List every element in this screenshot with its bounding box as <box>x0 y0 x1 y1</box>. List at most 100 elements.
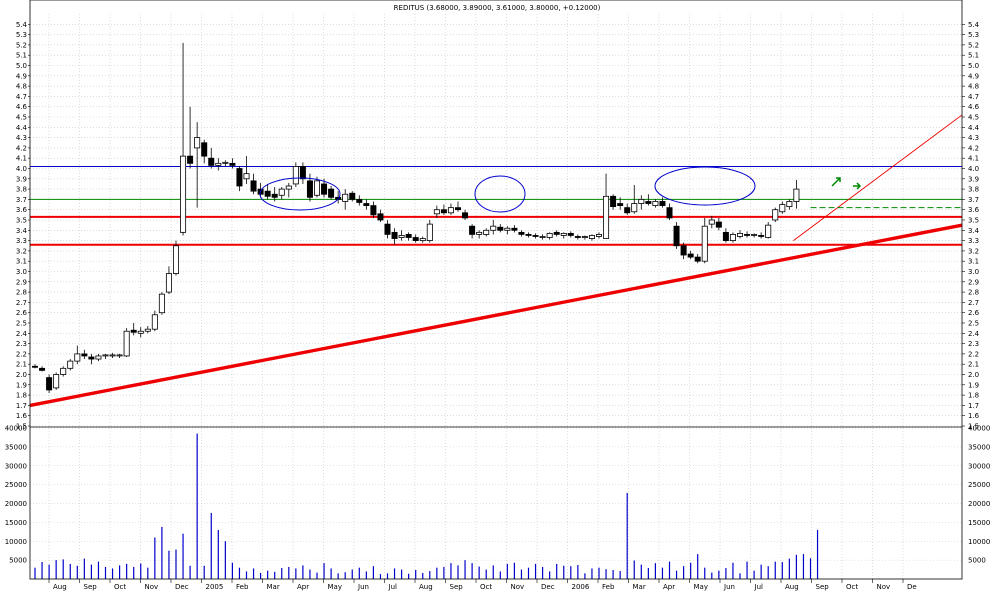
price-tick-label: 2.4 <box>16 330 28 338</box>
price-tick-label: 3.2 <box>16 247 27 255</box>
price-tick-label: 1.6 <box>968 412 980 420</box>
price-tick-label: 2.0 <box>16 371 27 379</box>
candle-body <box>624 207 631 214</box>
price-tick-label: 2.4 <box>968 330 980 338</box>
candle-body <box>215 162 222 166</box>
volume-bars <box>34 433 819 579</box>
right-arrow-icon <box>853 182 862 190</box>
price-tick-label: 2.6 <box>968 309 980 317</box>
steep-uptrend-line <box>793 114 963 241</box>
price-tick-label: 5.1 <box>968 52 979 60</box>
candle-body <box>758 235 765 237</box>
candle-body <box>377 213 384 221</box>
price-tick-label: 3.7 <box>968 196 979 204</box>
candle-body <box>751 234 758 236</box>
candle-body <box>638 198 645 204</box>
price-tick-label: 3.5 <box>968 217 979 225</box>
candle-body <box>229 162 236 166</box>
price-tick-label: 5.0 <box>968 62 979 70</box>
candle-body <box>81 353 88 357</box>
price-tick-label: 5.3 <box>968 31 979 39</box>
candle-body <box>631 203 638 213</box>
volume-tick-label: 25000 <box>968 481 990 489</box>
candle-body <box>476 231 483 235</box>
candle-body <box>306 180 313 198</box>
volume-tick-label: 20000 <box>5 500 27 508</box>
candle-body <box>222 161 229 164</box>
date-tick-label: Sep <box>450 583 464 591</box>
candle-body <box>243 173 250 180</box>
candle-body <box>278 188 285 196</box>
volume-tick-label: 5000 <box>9 557 27 565</box>
price-tick-label: 4.3 <box>968 134 979 142</box>
candle-body <box>39 367 46 371</box>
price-tick-label: 4.8 <box>968 83 979 91</box>
candle-body <box>144 328 151 332</box>
price-tick-label: 1.7 <box>968 402 979 410</box>
price-tick-label: 1.8 <box>16 392 27 400</box>
price-tick-label: 2.2 <box>16 350 27 358</box>
candle-body <box>560 232 567 236</box>
candle-body <box>546 232 553 238</box>
price-tick-label: 5.2 <box>16 41 27 49</box>
price-tick-label: 2.7 <box>16 299 27 307</box>
price-tick-label: 2.2 <box>968 350 979 358</box>
candle-body <box>793 188 800 202</box>
plot-border <box>29 0 963 580</box>
candle-body <box>328 188 335 198</box>
candle-body <box>532 235 539 237</box>
price-tick-label: 1.6 <box>16 412 28 420</box>
candle-body <box>342 193 349 202</box>
candle-body <box>130 329 137 333</box>
candle-body <box>405 234 412 238</box>
candle-body <box>610 195 617 208</box>
date-tick-label: Jul <box>388 583 398 591</box>
candle-body <box>518 231 525 235</box>
candle-body <box>271 193 278 198</box>
price-tick-label: 5.1 <box>16 52 27 60</box>
candle-body <box>617 203 624 206</box>
price-tick-label: 5.0 <box>16 62 27 70</box>
price-tick-label: 3.2 <box>968 247 979 255</box>
candle-body <box>264 190 271 197</box>
candle-body <box>158 293 165 314</box>
date-tick-label: Mar <box>633 583 646 591</box>
price-tick-label: 2.1 <box>16 361 27 369</box>
candle-body <box>116 354 123 357</box>
candle-body <box>299 166 306 180</box>
candle-body <box>539 236 546 238</box>
candle-body <box>666 207 673 219</box>
candle-body <box>490 225 497 231</box>
candle-body <box>201 142 208 157</box>
price-tick-label: 4.6 <box>16 103 28 111</box>
candle-body <box>772 209 779 221</box>
date-tick-label: Nov <box>145 583 159 591</box>
price-tick-label: 3.3 <box>16 237 27 245</box>
candle-body <box>673 225 680 247</box>
volume-tick-label: 30000 <box>5 462 27 470</box>
candle-body <box>462 212 469 219</box>
candle-body <box>454 207 461 211</box>
candle-body <box>744 234 751 236</box>
candle-body <box>652 201 659 206</box>
price-tick-label: 2.7 <box>968 299 979 307</box>
price-tick-label: 3.0 <box>968 268 979 276</box>
price-tick-label: 4.5 <box>968 114 979 122</box>
candle-body <box>588 235 595 239</box>
candle-body <box>483 229 490 235</box>
grid-lines <box>30 14 962 579</box>
date-tick-label: Feb <box>236 583 249 591</box>
date-tick-label: Oct <box>114 583 126 591</box>
candle-body <box>370 205 377 216</box>
price-tick-label: 2.9 <box>16 278 27 286</box>
price-axis-left: 1.5 1.6 1.7 1.8 1.9 2.0 2.1 2.2 2.3 2.4 2.5 2.6 2.7 2… <box>16 21 30 431</box>
price-tick-label: 2.3 <box>968 340 979 348</box>
price-tick-label: 3.6 <box>16 206 28 214</box>
price-tick-label: 3.4 <box>16 227 28 235</box>
candle-body <box>194 137 201 149</box>
price-tick-label: 2.9 <box>968 278 979 286</box>
pattern-ellipse <box>474 175 526 213</box>
candle-body <box>292 166 299 185</box>
date-tick-label: Oct <box>846 583 858 591</box>
